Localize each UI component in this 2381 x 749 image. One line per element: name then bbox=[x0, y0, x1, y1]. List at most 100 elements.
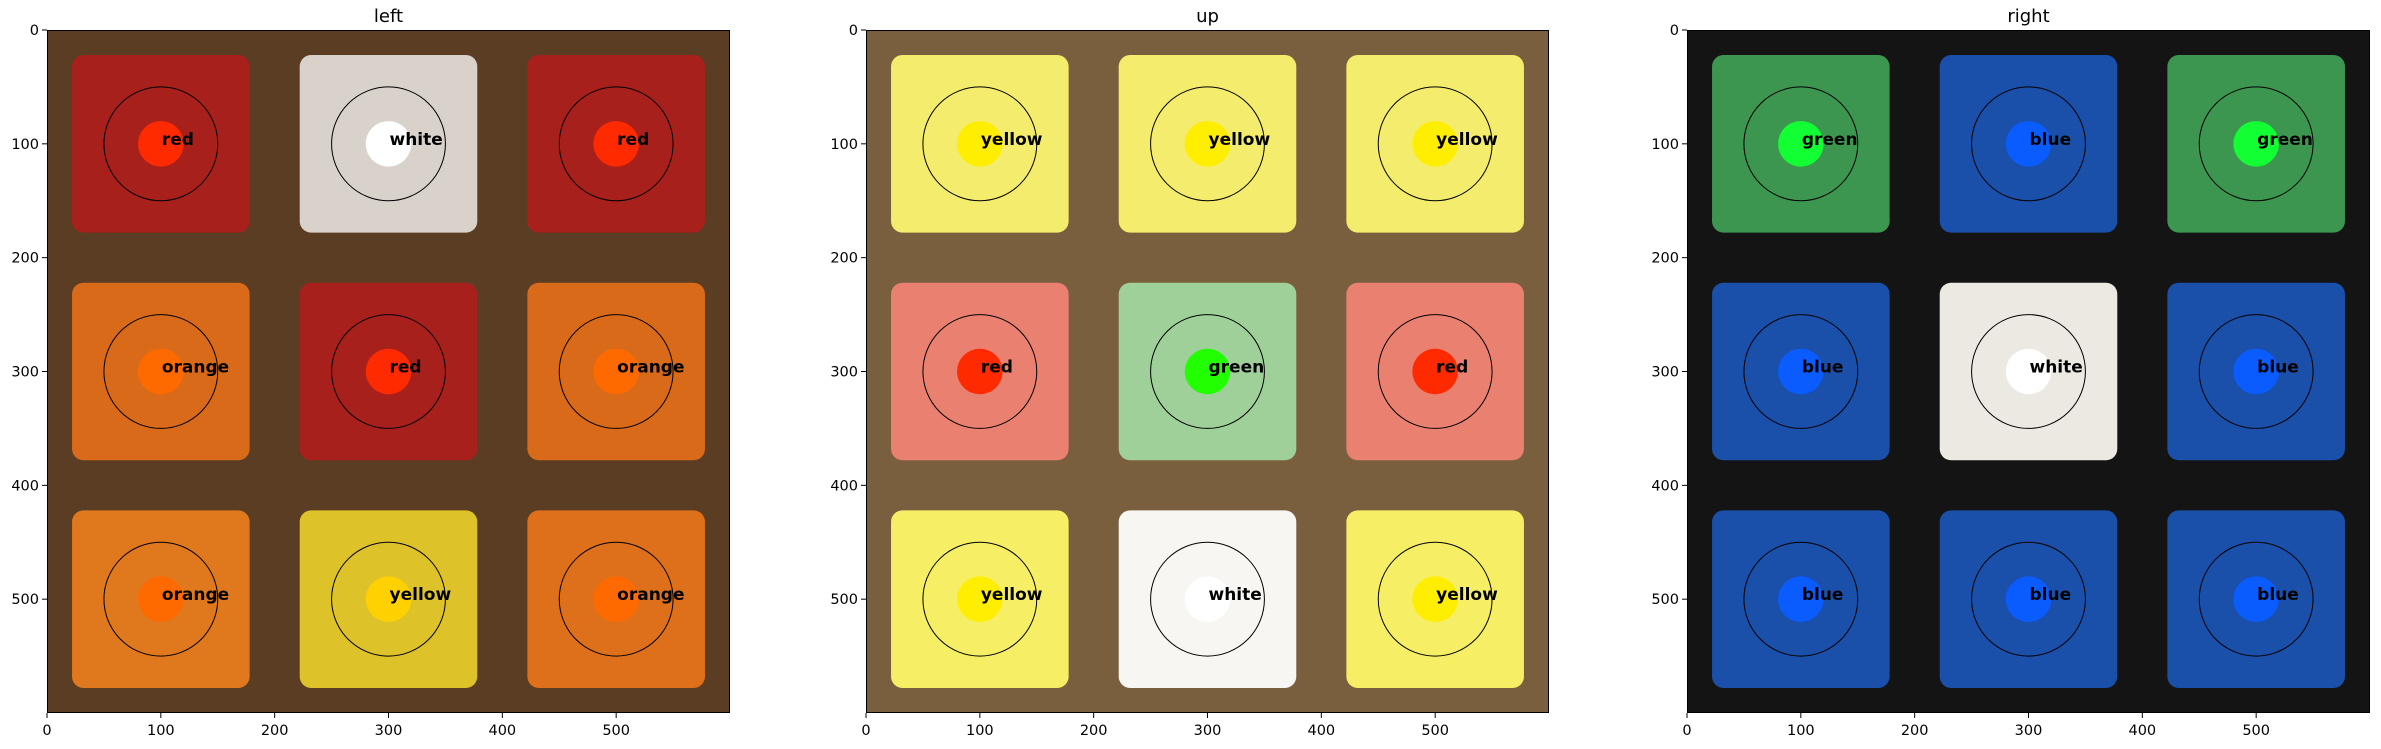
sample-ring bbox=[1150, 314, 1265, 429]
sample-ring bbox=[2198, 541, 2314, 657]
color-dot bbox=[365, 348, 412, 395]
x-tick-label: 400 bbox=[2128, 723, 2156, 739]
y-tick-label: 200 bbox=[11, 251, 39, 267]
color-dot bbox=[1412, 348, 1458, 395]
sample-ring bbox=[1150, 86, 1265, 202]
sticker-label: green bbox=[2257, 130, 2313, 150]
photo-area: green blue green blue white blue blue blue blue bbox=[1687, 30, 2370, 713]
color-dot bbox=[365, 576, 412, 622]
x-tick-label: 100 bbox=[147, 723, 175, 739]
x-tick-label: 100 bbox=[1787, 723, 1815, 739]
sticker-label: red bbox=[1436, 358, 1468, 378]
sticker-label: yellow bbox=[1209, 130, 1271, 150]
y-tick-label: 200 bbox=[1651, 251, 1679, 267]
sticker-label: yellow bbox=[390, 585, 452, 605]
color-dot bbox=[1412, 576, 1458, 622]
color-dot bbox=[957, 348, 1003, 395]
sample-ring bbox=[1971, 314, 2086, 429]
x-tick-label: 0 bbox=[42, 723, 51, 739]
x-tick-label: 300 bbox=[1194, 723, 1222, 739]
sample-ring bbox=[1743, 314, 1859, 429]
sample-ring bbox=[331, 86, 446, 202]
panel-title: right bbox=[2007, 6, 2049, 27]
color-dot bbox=[2233, 576, 2279, 622]
color-dot bbox=[138, 348, 184, 395]
sticker-label: white bbox=[1209, 585, 1262, 605]
panel-title: up bbox=[1196, 6, 1219, 27]
sample-ring bbox=[1743, 86, 1859, 202]
color-dot bbox=[1778, 121, 1824, 167]
sticker-label: green bbox=[1209, 358, 1265, 378]
color-dot bbox=[2005, 121, 2052, 167]
sticker-label: blue bbox=[1802, 585, 1844, 605]
sample-ring bbox=[1743, 541, 1859, 657]
panel-left: red white red orange red orange orange yellow or… bbox=[11, 6, 730, 739]
x-tick-label: 200 bbox=[1080, 723, 1108, 739]
sample-ring bbox=[2198, 86, 2314, 202]
sample-ring bbox=[1971, 541, 2086, 657]
axes-frame bbox=[866, 30, 1549, 713]
color-dot bbox=[2005, 348, 2052, 395]
x-tick-label: 500 bbox=[1421, 723, 1449, 739]
panel-up: yellow yellow yellow red green red yellow white… bbox=[830, 6, 1549, 739]
sticker-label: red bbox=[390, 358, 422, 378]
sample-ring bbox=[558, 86, 674, 202]
y-tick-label: 100 bbox=[11, 137, 39, 153]
sample-ring bbox=[922, 314, 1038, 429]
color-dot bbox=[593, 121, 639, 167]
color-dot bbox=[1184, 348, 1231, 395]
x-tick-label: 500 bbox=[602, 723, 630, 739]
sample-ring bbox=[2198, 314, 2314, 429]
sticker-label: white bbox=[390, 130, 443, 150]
sticker-label: blue bbox=[2030, 130, 2072, 150]
color-dot bbox=[957, 121, 1003, 167]
color-dot bbox=[1778, 348, 1824, 395]
sticker-label: blue bbox=[1802, 358, 1844, 378]
sticker-label: red bbox=[981, 358, 1013, 378]
y-tick-label: 500 bbox=[830, 592, 858, 608]
sticker-label: red bbox=[162, 130, 194, 150]
sticker-label: orange bbox=[617, 358, 684, 378]
color-dot bbox=[1184, 576, 1231, 622]
y-tick-label: 0 bbox=[1670, 23, 1679, 39]
color-dot bbox=[2005, 576, 2052, 622]
color-dot bbox=[1184, 121, 1231, 167]
x-tick-label: 200 bbox=[261, 723, 289, 739]
y-tick-label: 100 bbox=[1651, 137, 1679, 153]
sticker-label: yellow bbox=[1436, 130, 1498, 150]
sticker-label: blue bbox=[2257, 585, 2299, 605]
y-tick-label: 300 bbox=[11, 365, 39, 381]
sample-ring bbox=[1150, 541, 1265, 657]
sample-ring bbox=[558, 314, 674, 429]
y-tick-label: 0 bbox=[849, 23, 858, 39]
color-dot bbox=[1412, 121, 1458, 167]
x-tick-label: 300 bbox=[2015, 723, 2043, 739]
sticker-label: orange bbox=[162, 585, 229, 605]
sticker-label: yellow bbox=[981, 585, 1043, 605]
axes-frame bbox=[47, 30, 730, 713]
color-dot bbox=[593, 576, 639, 622]
panel-title: left bbox=[374, 6, 403, 27]
sticker-label: blue bbox=[2257, 358, 2299, 378]
sample-ring bbox=[1377, 86, 1493, 202]
sample-ring bbox=[103, 86, 219, 202]
x-tick-label: 200 bbox=[1901, 723, 1929, 739]
sticker-label: blue bbox=[2030, 585, 2072, 605]
y-tick-label: 400 bbox=[1651, 478, 1679, 494]
y-tick-label: 0 bbox=[30, 23, 39, 39]
photo-area: red white red orange red orange orange yellow or… bbox=[47, 30, 730, 713]
y-tick-label: 200 bbox=[830, 251, 858, 267]
y-tick-label: 500 bbox=[11, 592, 39, 608]
color-dot bbox=[138, 121, 184, 167]
x-tick-label: 500 bbox=[2242, 723, 2270, 739]
sample-ring bbox=[331, 541, 446, 657]
sticker-label: red bbox=[617, 130, 649, 150]
sticker-label: orange bbox=[162, 358, 229, 378]
sticker-label: orange bbox=[617, 585, 684, 605]
color-dot bbox=[2233, 348, 2279, 395]
photo-area: yellow yellow yellow red green red yellow white… bbox=[866, 30, 1549, 713]
x-tick-label: 100 bbox=[966, 723, 994, 739]
sample-ring bbox=[558, 541, 674, 657]
y-tick-label: 400 bbox=[11, 478, 39, 494]
